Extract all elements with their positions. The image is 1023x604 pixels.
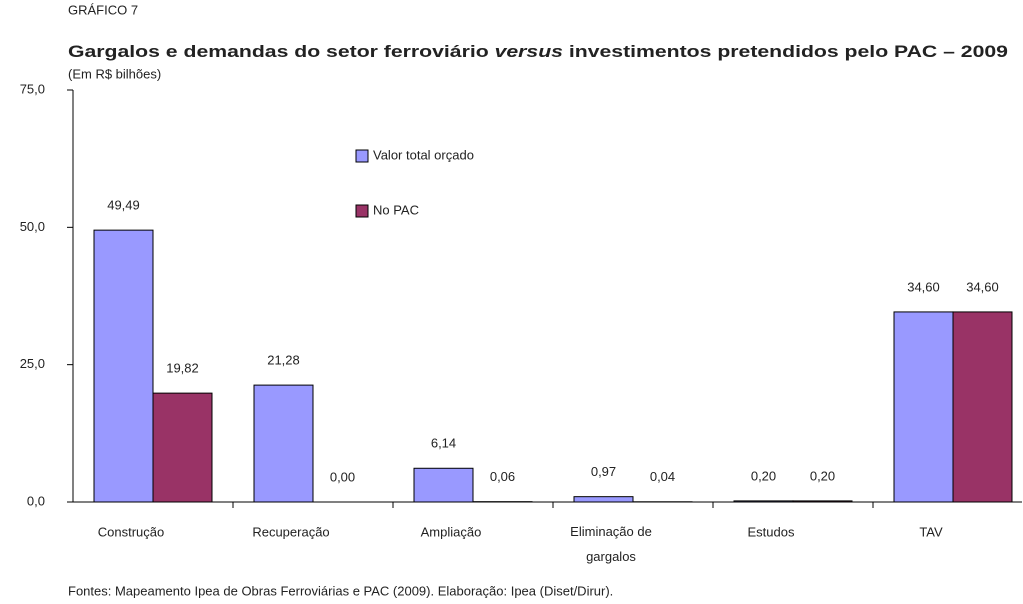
data-label: 34,60: [966, 279, 999, 294]
source-note: Fontes: Mapeamento Ipea de Obras Ferrovi…: [68, 583, 613, 598]
chart-subtitle: (Em R$ bilhões): [68, 66, 161, 81]
x-tick-label: Recuperação: [252, 524, 329, 539]
x-tick-label: Estudos: [748, 524, 795, 539]
y-tick-label: 25,0: [20, 356, 45, 371]
bar: [93, 229, 154, 503]
data-label: 0,06: [490, 469, 515, 484]
bar: [413, 467, 474, 503]
data-label: 0,20: [810, 468, 835, 483]
x-tick-label: TAV: [919, 524, 943, 539]
data-label: 0,97: [591, 464, 616, 479]
chart-title: Gargalos e demandas do setor ferroviário…: [68, 43, 1008, 61]
legend-label: Valor total orçado: [373, 147, 474, 162]
legend-swatch: [355, 149, 369, 163]
bar: [952, 311, 1013, 503]
data-label: 34,60: [907, 279, 940, 294]
x-tick-label: Eliminação de gargalos: [570, 524, 652, 564]
title-part: Gargalos e demandas do setor ferroviário: [68, 43, 489, 61]
bar: [792, 500, 853, 503]
chart-kicker: GRÁFICO 7: [68, 2, 138, 17]
data-label: 6,14: [431, 436, 456, 451]
data-label: 49,49: [107, 198, 140, 213]
data-label: 19,82: [166, 361, 199, 376]
legend-swatch: [355, 204, 369, 218]
legend-label: No PAC: [373, 202, 419, 217]
y-tick-label: 50,0: [20, 219, 45, 234]
title-part: versus: [495, 43, 563, 61]
data-label: 0,20: [751, 468, 776, 483]
x-tick-label: Construção: [98, 524, 164, 539]
bar: [152, 392, 213, 503]
y-tick-label: 75,0: [20, 81, 45, 96]
data-label: 21,28: [267, 353, 300, 368]
bar: [893, 311, 954, 503]
title-part: investimentos pretendidos pelo PAC – 200…: [569, 43, 1008, 61]
x-tick-label: Ampliação: [421, 524, 482, 539]
y-tick-label: 0,0: [27, 493, 45, 508]
bar: [733, 500, 794, 503]
data-label: 0,04: [650, 469, 675, 484]
bar: [573, 496, 634, 503]
bar: [253, 384, 314, 503]
data-label: 0,00: [330, 469, 355, 484]
